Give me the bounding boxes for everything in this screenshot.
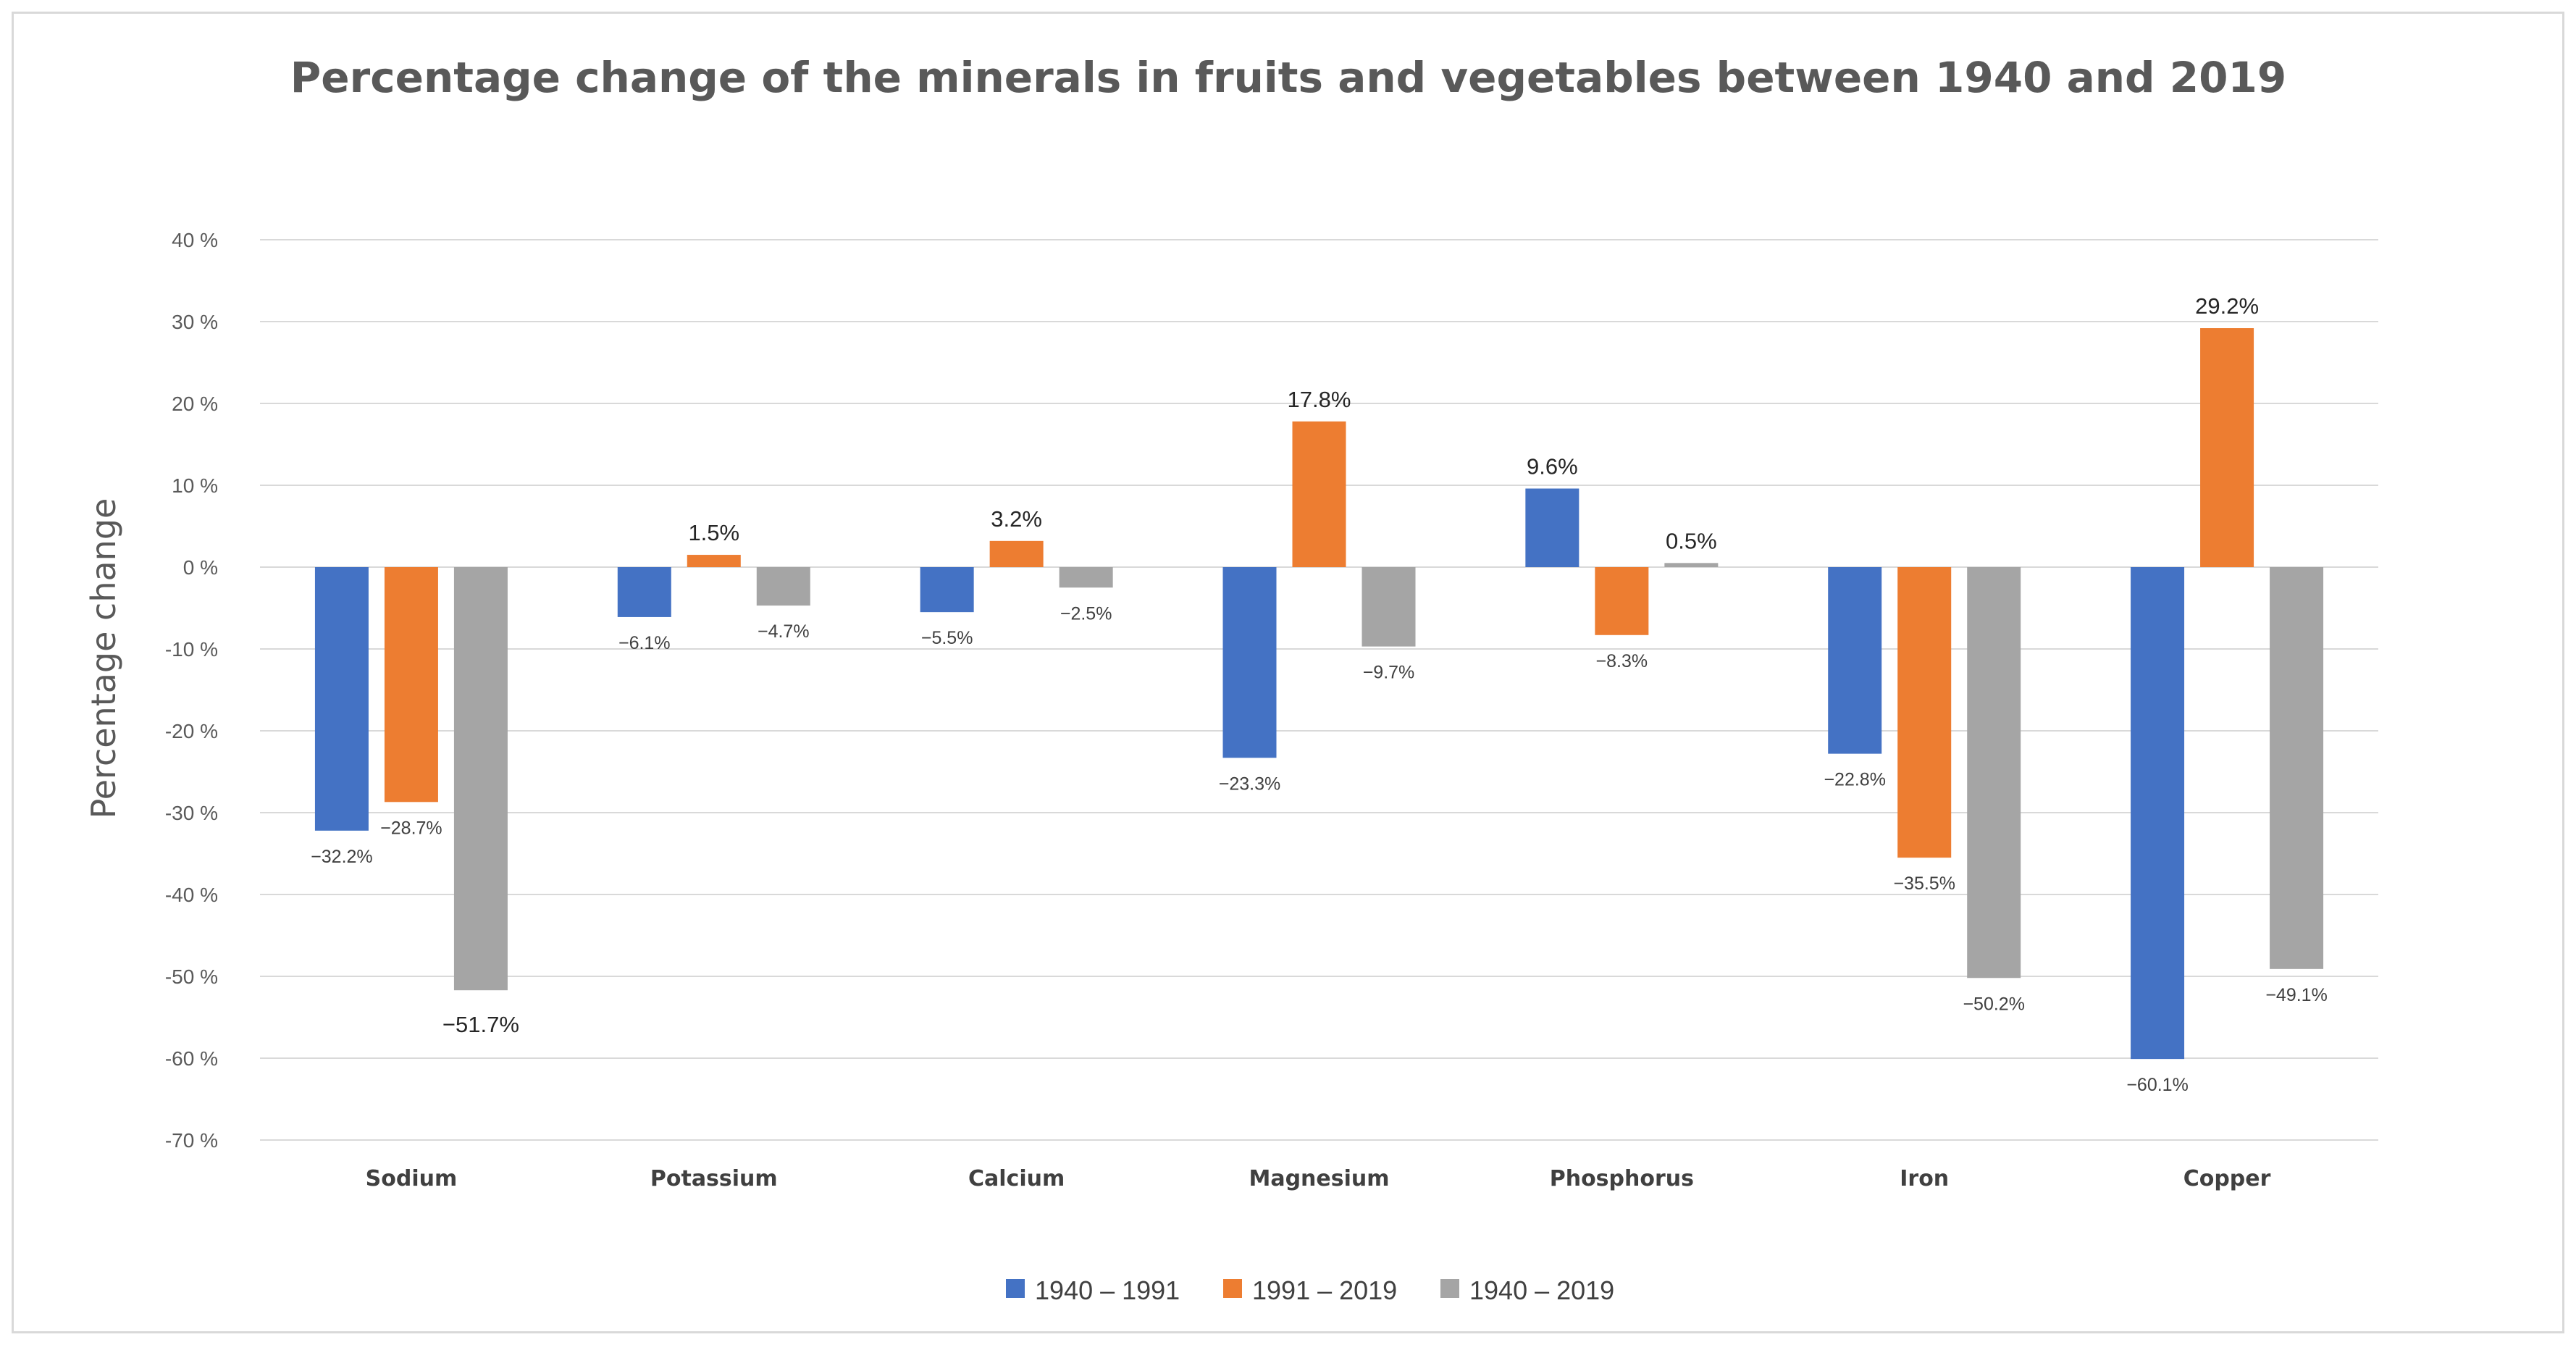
- y-tick-label: -40 %: [165, 884, 218, 906]
- legend-swatch-series-1: [1006, 1279, 1025, 1298]
- y-tick-label: 30 %: [172, 311, 218, 333]
- bar-phosphorus-series-3: [1664, 563, 1719, 567]
- y-tick-label: 10 %: [172, 474, 218, 497]
- y-tick-label: -50 %: [165, 965, 218, 988]
- category-label-copper: Copper: [2183, 1166, 2271, 1191]
- bar-copper-series-3: [2270, 567, 2324, 969]
- data-label-phosphorus-series-2: −8.3%: [1596, 651, 1648, 671]
- bar-phosphorus-series-1: [1525, 488, 1579, 567]
- bar-copper-series-2: [2200, 328, 2254, 567]
- category-label-sodium: Sodium: [366, 1166, 458, 1191]
- y-axis-label: Percentage change: [84, 498, 123, 819]
- data-label-calcium-series-1: −5.5%: [921, 628, 973, 648]
- data-label-calcium-series-2: 3.2%: [991, 506, 1042, 532]
- data-label-sodium-series-1: −32.2%: [311, 847, 373, 867]
- legend-swatch-series-2: [1223, 1279, 1242, 1298]
- data-label-magnesium-series-3: −9.7%: [1363, 663, 1415, 683]
- data-label-copper-series-3: −49.1%: [2265, 985, 2328, 1005]
- category-label-magnesium: Magnesium: [1249, 1166, 1389, 1191]
- data-label-potassium-series-2: 1.5%: [688, 520, 739, 545]
- category-label-calcium: Calcium: [968, 1166, 1065, 1191]
- y-tick-label: -10 %: [165, 638, 218, 661]
- bar-iron-series-3: [1967, 567, 2021, 979]
- y-tick-label: -70 %: [165, 1129, 218, 1152]
- data-label-copper-series-1: −60.1%: [2126, 1075, 2189, 1095]
- data-labels: −32.2% −28.7% −51.7% −6.1% 1.5% −4.7% −5.5% 3.2…: [311, 293, 2328, 1095]
- y-tick-label: -20 %: [165, 720, 218, 742]
- chart: Percentage change of the minerals in fru…: [84, 53, 2378, 1305]
- legend-label-series-2: 1991 – 2019: [1252, 1275, 1397, 1305]
- bar-calcium-series-3: [1059, 567, 1113, 588]
- legend-label-series-1: 1940 – 1991: [1035, 1275, 1180, 1305]
- data-label-sodium-series-2: −28.7%: [380, 818, 442, 838]
- data-label-calcium-series-3: −2.5%: [1060, 603, 1112, 624]
- y-tick-label: 0 %: [183, 556, 218, 579]
- data-label-potassium-series-3: −4.7%: [758, 621, 810, 642]
- data-label-copper-series-2: 29.2%: [2195, 293, 2259, 319]
- y-tick-label: -30 %: [165, 802, 218, 824]
- data-label-potassium-series-1: −6.1%: [618, 633, 671, 653]
- bar-magnesium-series-3: [1362, 567, 1416, 647]
- bar-iron-series-2: [1897, 567, 1952, 858]
- chart-title: Percentage change of the minerals in fru…: [290, 53, 2286, 102]
- bar-magnesium-series-2: [1292, 421, 1346, 567]
- data-label-phosphorus-series-1: 9.6%: [1527, 454, 1578, 479]
- bar-sodium-series-2: [384, 567, 438, 803]
- x-axis-categories: Sodium Potassium Calcium Magnesium Phosphoru…: [366, 1166, 2271, 1191]
- bar-potassium-series-2: [687, 555, 741, 567]
- legend-swatch-series-3: [1440, 1279, 1459, 1298]
- legend: 1940 – 1991 1991 – 2019 1940 – 2019: [1006, 1275, 1614, 1305]
- chart-frame: Percentage change of the minerals in fru…: [12, 12, 2564, 1333]
- bar-calcium-series-1: [920, 567, 974, 613]
- y-tick-label: 40 %: [172, 229, 218, 251]
- bar-magnesium-series-1: [1222, 567, 1277, 758]
- data-label-magnesium-series-2: 17.8%: [1288, 387, 1351, 412]
- bar-potassium-series-1: [617, 567, 671, 617]
- legend-label-series-3: 1940 – 2019: [1469, 1275, 1614, 1305]
- data-label-sodium-series-3: −51.7%: [442, 1012, 519, 1037]
- bar-phosphorus-series-2: [1595, 567, 1649, 635]
- gridlines: [260, 239, 2378, 1141]
- category-label-phosphorus: Phosphorus: [1550, 1166, 1694, 1191]
- bar-sodium-series-3: [453, 567, 508, 991]
- data-label-magnesium-series-1: −23.3%: [1219, 774, 1281, 794]
- bar-calcium-series-2: [989, 540, 1044, 567]
- data-label-phosphorus-series-3: 0.5%: [1666, 528, 1717, 553]
- data-label-iron-series-2: −35.5%: [1893, 873, 1955, 894]
- bars: [314, 328, 2324, 1060]
- bar-copper-series-1: [2131, 567, 2185, 1060]
- category-label-iron: Iron: [1900, 1166, 1949, 1191]
- bar-potassium-series-3: [756, 567, 810, 606]
- y-tick-label: 20 %: [172, 393, 218, 415]
- data-label-iron-series-3: −50.2%: [1963, 994, 2025, 1014]
- category-label-potassium: Potassium: [650, 1166, 778, 1191]
- bar-sodium-series-1: [314, 567, 369, 831]
- y-tick-label: -60 %: [165, 1047, 218, 1070]
- data-label-iron-series-1: −22.8%: [1824, 770, 1886, 790]
- y-axis-ticks: 40 % 30 % 20 % 10 % 0 % -10 % -20 % -30 % -40 % -…: [165, 229, 218, 1152]
- bar-iron-series-1: [1828, 567, 1882, 754]
